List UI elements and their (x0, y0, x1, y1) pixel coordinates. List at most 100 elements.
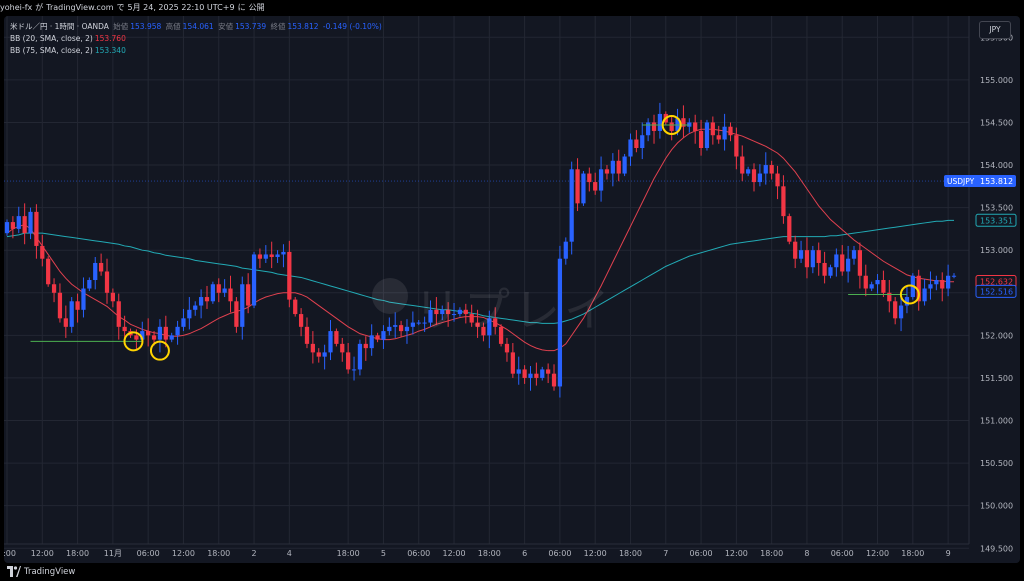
site-name[interactable]: TradingView.com (46, 3, 114, 12)
candle-body (287, 251, 292, 300)
candle-body (575, 169, 580, 204)
tradingview-brand[interactable]: TradingView (24, 567, 76, 577)
candle-body (398, 325, 404, 332)
symbol-label[interactable]: 米ドル／円 · 1時間 · OANDA (10, 22, 109, 31)
candle-body (646, 122, 651, 136)
high-label: 高値 (165, 22, 181, 31)
candle-body (151, 335, 157, 340)
candle-body (510, 352, 515, 374)
candle-body (746, 169, 751, 174)
candle-body (610, 160, 615, 174)
price-axis-label: 153.812 (980, 177, 1013, 186)
candle-body (751, 169, 757, 183)
candle-body (493, 318, 498, 327)
candle-body (475, 322, 480, 327)
price-axis-label-box (944, 175, 1016, 188)
price-chart[interactable]: 155.500155.000154.500154.000153.500153.0… (4, 16, 1020, 563)
candle-body (281, 251, 286, 255)
candle-body (893, 301, 898, 319)
candle-body (851, 250, 857, 259)
time-tick-label: 18:00 (337, 549, 360, 558)
candle-body (363, 343, 368, 349)
candle-body (598, 169, 604, 191)
candle-body (569, 169, 574, 242)
candle-body (834, 254, 839, 268)
close-value: 153.812 (287, 22, 319, 31)
candle-body (722, 126, 727, 140)
time-tick-label: 06:00 (831, 549, 854, 558)
candle-body (169, 335, 174, 340)
time-tick-label: 06:00 (407, 549, 430, 558)
candle-body (410, 322, 415, 327)
candle-body (216, 284, 221, 293)
candle-body (846, 258, 851, 272)
price-tick-label: 153.000 (980, 246, 1013, 255)
time-tick-label: 18:00 (760, 549, 783, 558)
candle-body (498, 326, 504, 344)
candle-body (528, 373, 533, 378)
candle-body (640, 135, 645, 148)
time-tick-label: 18:00 (207, 549, 230, 558)
bb75-value: 153.340 (94, 46, 126, 55)
candle-body (551, 373, 557, 387)
bb20-row[interactable]: BB (20, SMA, close, 2) 153.760 (10, 33, 384, 45)
low-value: 153.739 (235, 22, 267, 31)
footer-bar (0, 563, 1024, 581)
time-tick-label: 4 (287, 549, 292, 558)
price-axis-label: 153.351 (980, 216, 1013, 225)
time-tick-label: 12:00 (584, 549, 607, 558)
time-tick-label: 6 (522, 549, 527, 558)
candle-body (87, 280, 92, 289)
price-tick-label: 151.500 (980, 374, 1013, 383)
candle-body (934, 280, 939, 285)
candle-body (469, 314, 474, 323)
candle-body (534, 373, 539, 378)
candle-body (428, 309, 433, 323)
tradingview-logo-icon[interactable] (7, 566, 21, 577)
candle-body (887, 292, 892, 302)
candle-body (246, 284, 251, 306)
chart-legend: 米ドル／円 · 1時間 · OANDA 始値 153.958 高値 154.061 … (10, 21, 384, 57)
candle-body (293, 299, 298, 315)
candle-body (304, 326, 310, 344)
candle-body (857, 250, 863, 276)
candle-body (63, 318, 68, 327)
candle-body (763, 165, 768, 174)
time-tick-label: 06:00 (137, 549, 160, 558)
candle-body (593, 182, 598, 191)
author-name[interactable]: yohei-fx (0, 3, 33, 12)
candle-body (393, 325, 398, 327)
candle-body (863, 275, 868, 289)
candle-body (28, 211, 33, 234)
candle-body (434, 309, 439, 315)
bb75-row[interactable]: BB (75, SMA, close, 2) 153.340 (10, 45, 384, 57)
time-tick-label: 06:00 (548, 549, 571, 558)
candle-body (404, 326, 410, 332)
candle-body (840, 254, 845, 272)
candle-body (504, 343, 510, 353)
candle-body (869, 284, 874, 289)
candle-body (940, 280, 945, 289)
candle-body (57, 292, 63, 319)
price-tick-label: 154.500 (980, 118, 1013, 127)
published-label: 公開 (248, 3, 265, 12)
time-tick-label: 12:00 (725, 549, 748, 558)
time-tick-label: 18:00 (478, 549, 501, 558)
price-tick-label: 149.500 (980, 544, 1013, 553)
candle-body (251, 254, 257, 306)
site-particle: で (116, 3, 125, 12)
time-tick-label: 11月 (104, 549, 122, 558)
currency-button[interactable]: JPY (979, 21, 1011, 39)
time-tick-label: 06:00 (690, 549, 713, 558)
candle-body (316, 352, 321, 357)
date-particle: に (237, 3, 246, 12)
price-axis-label: 152.632 (980, 278, 1013, 287)
author-particle: が (35, 3, 44, 12)
candle-body (34, 211, 39, 246)
candle-body (234, 301, 239, 327)
candle-body (116, 301, 121, 327)
candle-body (240, 284, 245, 327)
candle-body (634, 139, 639, 148)
highlight-circle-marker (123, 331, 144, 352)
candle-body (657, 113, 663, 131)
